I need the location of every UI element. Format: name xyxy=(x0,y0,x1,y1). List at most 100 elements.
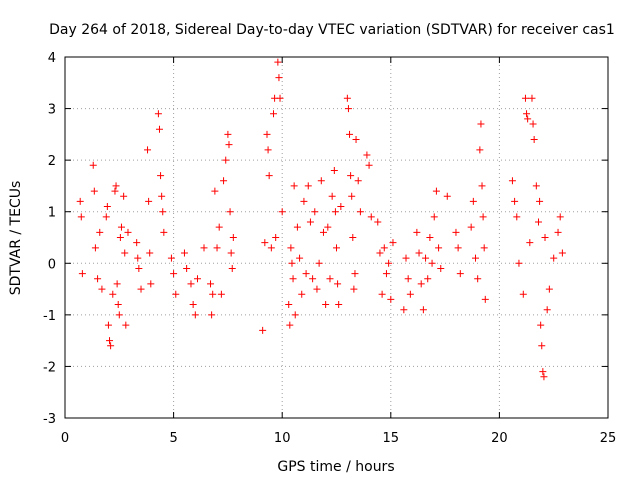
data-point xyxy=(147,280,155,288)
data-point xyxy=(513,213,521,221)
data-point xyxy=(187,280,195,288)
data-point xyxy=(526,239,534,247)
data-point xyxy=(437,264,445,272)
data-point xyxy=(94,275,102,283)
data-point xyxy=(474,275,482,283)
x-axis-label: GPS time / hours xyxy=(277,459,394,475)
data-point xyxy=(172,290,180,298)
y-tick-label: 3 xyxy=(48,103,56,118)
data-point xyxy=(298,290,306,298)
data-point xyxy=(539,368,547,376)
data-point xyxy=(215,223,223,231)
data-point xyxy=(476,146,484,154)
data-point xyxy=(317,177,325,185)
data-point xyxy=(259,326,267,334)
data-point xyxy=(419,306,427,314)
data-point xyxy=(289,275,297,283)
data-point xyxy=(91,244,99,252)
data-point xyxy=(387,295,395,303)
data-point xyxy=(428,259,436,267)
data-point xyxy=(265,172,273,180)
data-point xyxy=(287,244,295,252)
data-point xyxy=(472,254,480,262)
data-point xyxy=(211,187,219,195)
data-point xyxy=(144,146,152,154)
data-point xyxy=(363,151,371,159)
data-point xyxy=(286,321,294,329)
data-point xyxy=(334,280,342,288)
data-point xyxy=(556,213,564,221)
data-point xyxy=(406,290,414,298)
data-point xyxy=(76,197,84,205)
data-point xyxy=(306,218,314,226)
y-tick-label: 1 xyxy=(48,206,56,221)
x-tick-label: 5 xyxy=(169,431,177,446)
data-point xyxy=(540,373,548,381)
data-point xyxy=(382,270,390,278)
data-point xyxy=(267,244,275,252)
data-point xyxy=(78,270,86,278)
data-point xyxy=(313,285,321,293)
data-point xyxy=(432,187,440,195)
data-point xyxy=(112,182,120,190)
data-point xyxy=(380,244,388,252)
data-point xyxy=(330,166,338,174)
data-point xyxy=(224,130,232,138)
data-point xyxy=(456,270,464,278)
data-point xyxy=(478,182,486,190)
data-point xyxy=(120,192,128,200)
data-point xyxy=(90,187,98,195)
data-point xyxy=(350,285,358,293)
chart-title: Day 264 of 2018, Sidereal Day-to-day VTE… xyxy=(49,22,615,38)
data-point xyxy=(106,337,114,345)
data-point xyxy=(290,182,298,190)
data-point xyxy=(515,259,523,267)
data-point xyxy=(538,342,546,350)
data-point xyxy=(480,244,488,252)
data-point xyxy=(209,290,217,298)
data-point xyxy=(422,254,430,262)
data-point xyxy=(536,197,544,205)
data-point xyxy=(157,172,165,180)
data-point xyxy=(331,208,339,216)
data-point xyxy=(333,244,340,252)
data-point xyxy=(98,285,106,293)
data-point xyxy=(532,182,540,190)
data-point xyxy=(121,249,129,257)
data-point xyxy=(288,259,296,267)
data-point xyxy=(537,321,545,329)
data-point xyxy=(430,213,438,221)
data-point xyxy=(443,192,451,200)
y-tick-label: 4 xyxy=(48,51,56,66)
data-point xyxy=(104,321,112,329)
y-axis-label: SDTVAR / TECUs xyxy=(8,181,24,296)
x-tick-label: 10 xyxy=(274,431,291,446)
data-point xyxy=(228,264,236,272)
data-point xyxy=(322,301,330,309)
data-point xyxy=(508,177,516,185)
data-point xyxy=(200,244,208,252)
data-point xyxy=(291,311,299,319)
data-point xyxy=(107,342,115,350)
data-point xyxy=(229,234,237,241)
data-point xyxy=(89,161,97,169)
y-tick-label: -2 xyxy=(43,360,56,375)
data-points xyxy=(76,58,566,381)
data-point xyxy=(296,254,304,262)
x-tick-label: 20 xyxy=(491,431,508,446)
axis-ticks: 0 5 10 15 20 25 -3 -2 -1 0 1 2 3 4 xyxy=(43,51,616,446)
data-point xyxy=(302,270,310,278)
data-point xyxy=(124,228,132,236)
data-point xyxy=(309,275,317,283)
data-point xyxy=(558,249,566,257)
data-point xyxy=(135,264,143,272)
data-point xyxy=(543,306,551,314)
data-point xyxy=(521,94,529,102)
data-point xyxy=(554,228,562,236)
data-point xyxy=(452,228,460,236)
data-point xyxy=(111,187,119,195)
data-point xyxy=(134,254,142,262)
data-point xyxy=(285,301,293,309)
data-point xyxy=(354,177,362,185)
data-point xyxy=(356,208,364,216)
